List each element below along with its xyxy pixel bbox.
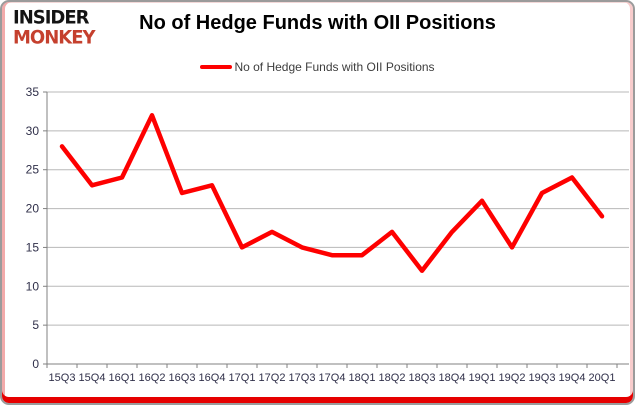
- plot-area: 0 5 10 15 20 25 30 35 15Q3 15Q4 16Q1 16Q2 16Q3 16Q4 17…: [2, 82, 633, 402]
- legend-label: No of Hedge Funds with OII Positions: [234, 60, 435, 74]
- x-tick-label-16Q2: 16Q2: [139, 372, 166, 384]
- y-tick-label-20: 20: [26, 202, 40, 216]
- x-tick-label-18Q2: 18Q2: [379, 372, 406, 384]
- series-line: [59, 113, 605, 273]
- y-tick-label-0: 0: [32, 357, 39, 371]
- x-tick-label-17Q3: 17Q3: [289, 372, 316, 384]
- x-tick-label-15Q3: 15Q3: [49, 372, 76, 384]
- x-tick-label-17Q4: 17Q4: [319, 372, 346, 384]
- y-tick-label-10: 10: [26, 279, 40, 293]
- x-tick-label-18Q4: 18Q4: [439, 372, 466, 384]
- x-tick-label-15Q4: 15Q4: [79, 372, 106, 384]
- x-tick-label-16Q3: 16Q3: [169, 372, 196, 384]
- insider-monkey-logo: INSIDER MONKEY: [13, 6, 96, 49]
- y-tick-label-35: 35: [26, 85, 40, 99]
- y-tick-label-15: 15: [26, 240, 40, 254]
- x-tick-label-19Q2: 19Q2: [499, 372, 526, 384]
- x-tick-label-18Q1: 18Q1: [349, 372, 376, 384]
- legend-line-marker-icon: [200, 65, 233, 69]
- x-tick-label-16Q1: 16Q1: [109, 372, 136, 384]
- x-tick-label-20Q1: 20Q1: [589, 372, 616, 384]
- y-tick-label-5: 5: [32, 318, 39, 332]
- y-tick-label-25: 25: [26, 163, 40, 177]
- x-tick-label-19Q3: 19Q3: [529, 372, 556, 384]
- chart-legend: No of Hedge Funds with OII Positions: [2, 60, 633, 74]
- logo-line-monkey: MONKEY: [13, 26, 96, 49]
- chart-title: No of Hedge Funds with OII Positions: [139, 12, 496, 34]
- x-tick-label-16Q4: 16Q4: [199, 372, 226, 384]
- logo-line-insider: INSIDER: [13, 6, 90, 29]
- x-tick-label-19Q1: 19Q1: [469, 372, 496, 384]
- y-tick-label-30: 30: [26, 124, 40, 138]
- x-tick-label-18Q3: 18Q3: [409, 372, 436, 384]
- x-tick-label-17Q1: 17Q1: [229, 372, 256, 384]
- x-tick-label-17Q2: 17Q2: [259, 372, 286, 384]
- x-tick-label-19Q4: 19Q4: [559, 372, 586, 384]
